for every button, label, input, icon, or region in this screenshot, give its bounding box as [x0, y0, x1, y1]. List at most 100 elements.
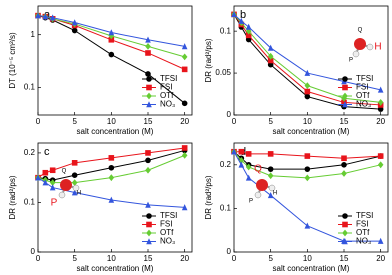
x-axis-label: salt concentration (M)	[273, 264, 350, 273]
marker	[245, 174, 252, 181]
marker	[108, 37, 115, 43]
hydrogen	[254, 191, 262, 199]
legend-marker	[342, 92, 348, 100]
y-tick-label: 1	[31, 30, 36, 39]
hydrogen	[72, 184, 80, 192]
marker	[71, 27, 78, 34]
marker	[35, 12, 41, 19]
marker	[71, 179, 78, 187]
y-tick-label: 0.1	[24, 83, 36, 92]
x-tick-label: 15	[144, 117, 153, 126]
legend-label: NO₃	[356, 100, 371, 109]
legend-label: FSI	[160, 83, 172, 92]
marker	[49, 179, 56, 187]
x-tick-label: 15	[144, 254, 153, 263]
x-tick-label: 5	[72, 254, 77, 263]
x-tick-label: 20	[376, 117, 385, 126]
x-tick-label: 15	[340, 254, 349, 263]
axis-annotation: P	[51, 198, 58, 209]
axis-annotation: P	[249, 199, 253, 205]
legend-label: OTf	[160, 228, 174, 237]
legend-marker	[146, 221, 152, 228]
y-axis-label: DR (rad²/ps)	[204, 175, 213, 219]
marker	[267, 57, 274, 64]
marker	[238, 161, 245, 168]
legend-marker	[146, 84, 152, 91]
marker	[267, 151, 274, 157]
marker	[145, 36, 151, 43]
legend-marker	[342, 229, 348, 237]
y-tick-label: 0.1	[220, 26, 232, 35]
marker	[341, 170, 347, 177]
marker	[42, 13, 49, 20]
marker	[267, 52, 274, 60]
marker	[35, 174, 41, 181]
marker	[377, 86, 384, 93]
oxygen	[256, 179, 268, 191]
plot-frame	[233, 5, 389, 116]
y-tick-label: 0	[227, 110, 232, 119]
x-tick-label: 0	[232, 254, 237, 263]
panel-label: c	[44, 146, 50, 158]
marker	[245, 163, 252, 171]
legend-label: NO₃	[160, 100, 175, 109]
x-tick-label: 20	[180, 117, 189, 126]
x-tick-label: 15	[340, 117, 349, 126]
legend-label: FSI	[356, 83, 368, 92]
y-tick-label: 0	[227, 247, 232, 256]
y-axis-label: DR (rad²/ps)	[8, 175, 17, 219]
legend-marker	[146, 92, 152, 100]
legend-marker	[342, 213, 348, 219]
axis-annotation: H	[77, 191, 81, 197]
y-tick-label: 0.2	[24, 148, 36, 157]
legend-label: TFSI	[160, 211, 177, 220]
hydrogen	[58, 191, 66, 199]
legend-label: OTf	[356, 228, 370, 237]
x-axis-label: salt concentration (M)	[77, 127, 154, 136]
y-tick-label: 0.05	[215, 68, 231, 77]
legend-label: TFSI	[356, 74, 373, 83]
legend-marker	[146, 76, 152, 82]
marker	[377, 237, 384, 244]
marker	[304, 69, 311, 76]
axis-annotation: H	[273, 191, 277, 197]
oxygen	[354, 38, 366, 50]
x-tick-label: 20	[180, 254, 189, 263]
legend-marker	[342, 84, 348, 91]
marker	[108, 196, 115, 203]
marker	[377, 161, 384, 169]
axis-annotation: H	[374, 42, 381, 53]
x-tick-label: 20	[376, 254, 385, 263]
marker	[145, 42, 151, 50]
x-tick-label: 0	[36, 117, 41, 126]
marker	[181, 204, 188, 211]
marker	[71, 19, 78, 26]
x-tick-label: 5	[72, 117, 77, 126]
legend-label: OTf	[356, 91, 370, 100]
marker	[181, 100, 188, 107]
marker	[341, 162, 347, 168]
marker	[304, 166, 311, 172]
marker	[145, 71, 151, 77]
marker	[238, 148, 245, 155]
marker	[231, 11, 237, 18]
marker	[108, 29, 115, 36]
marker	[181, 145, 188, 151]
x-tick-label: 5	[268, 117, 273, 126]
x-tick-label: 10	[303, 254, 312, 263]
axis-annotation: Q	[358, 28, 363, 34]
marker	[267, 172, 274, 180]
marker	[304, 88, 311, 95]
marker	[71, 172, 78, 179]
legend-label: NO₃	[356, 237, 371, 246]
axis-annotation: P	[349, 58, 353, 64]
marker	[304, 82, 311, 90]
marker	[267, 192, 274, 199]
marker	[71, 160, 78, 166]
marker	[267, 44, 274, 51]
legend-label: OTf	[160, 91, 174, 100]
legend-label: TFSI	[356, 211, 373, 220]
legend-marker	[342, 101, 348, 108]
marker	[181, 151, 188, 159]
x-tick-label: 5	[268, 254, 273, 263]
